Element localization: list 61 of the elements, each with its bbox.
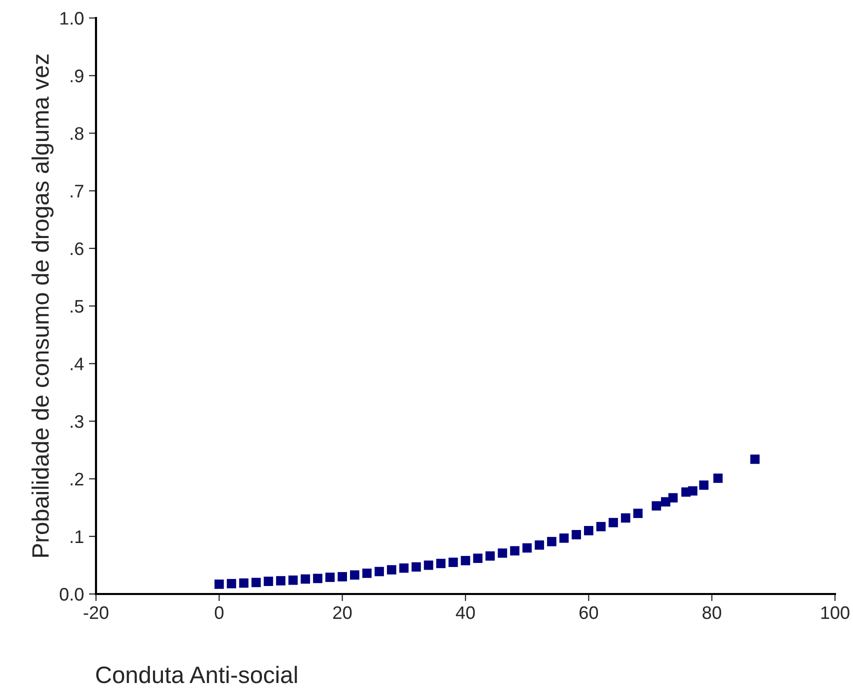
y-tick-label: .7 bbox=[70, 184, 84, 198]
x-tick-label: -20 bbox=[84, 606, 108, 620]
point bbox=[608, 518, 618, 528]
point bbox=[350, 570, 360, 580]
point bbox=[559, 533, 569, 543]
point bbox=[362, 568, 372, 578]
point bbox=[386, 565, 396, 574]
point bbox=[436, 558, 446, 568]
x-axis-title: Conduta Anti-social bbox=[96, 666, 297, 684]
point bbox=[325, 572, 335, 582]
point bbox=[498, 548, 508, 558]
point bbox=[226, 578, 236, 588]
point bbox=[633, 508, 643, 518]
point bbox=[522, 543, 532, 553]
point bbox=[485, 551, 495, 561]
point bbox=[460, 556, 470, 566]
point bbox=[276, 576, 286, 586]
point bbox=[264, 576, 274, 586]
point bbox=[750, 454, 760, 464]
point bbox=[424, 560, 434, 570]
y-tick-label: .4 bbox=[70, 358, 84, 370]
point bbox=[399, 563, 409, 573]
y-tick-label: .2 bbox=[70, 472, 84, 486]
point bbox=[239, 578, 248, 588]
point bbox=[313, 574, 322, 584]
point bbox=[584, 526, 594, 536]
x-tick-label: 20 bbox=[333, 606, 352, 620]
point bbox=[534, 540, 544, 550]
point bbox=[448, 558, 458, 567]
point bbox=[412, 562, 421, 572]
y-tick-label: .5 bbox=[70, 300, 84, 313]
point bbox=[214, 580, 224, 589]
point bbox=[688, 486, 698, 496]
point bbox=[652, 501, 662, 511]
point bbox=[374, 566, 384, 576]
x-tick-label: 0 bbox=[214, 606, 224, 620]
point bbox=[699, 480, 708, 490]
x-tick-label: 60 bbox=[580, 606, 598, 620]
y-axis-title: Probailidade de consumo de drogas alguma vez bbox=[32, 54, 54, 557]
y-tick-label: .3 bbox=[70, 415, 84, 428]
point bbox=[288, 576, 298, 585]
y-tick-label: .1 bbox=[70, 530, 84, 543]
x-tick-label: 100 bbox=[821, 606, 850, 620]
point bbox=[473, 554, 482, 563]
x-tick-label: 80 bbox=[702, 606, 722, 620]
point bbox=[300, 574, 310, 584]
point bbox=[620, 513, 630, 523]
x-tick-label: 40 bbox=[456, 606, 475, 620]
point bbox=[668, 493, 678, 502]
point bbox=[510, 546, 520, 556]
point bbox=[596, 522, 606, 532]
y-tick-label: .6 bbox=[70, 242, 84, 256]
y-tick-label: 0.0 bbox=[60, 588, 84, 601]
point bbox=[547, 536, 556, 546]
point bbox=[713, 474, 723, 483]
point bbox=[251, 578, 261, 588]
y-tick-label: 1.0 bbox=[60, 12, 84, 25]
y-tick-label: .8 bbox=[70, 127, 84, 140]
point bbox=[572, 530, 582, 540]
y-tick-label: .9 bbox=[70, 70, 84, 82]
point bbox=[338, 572, 347, 582]
